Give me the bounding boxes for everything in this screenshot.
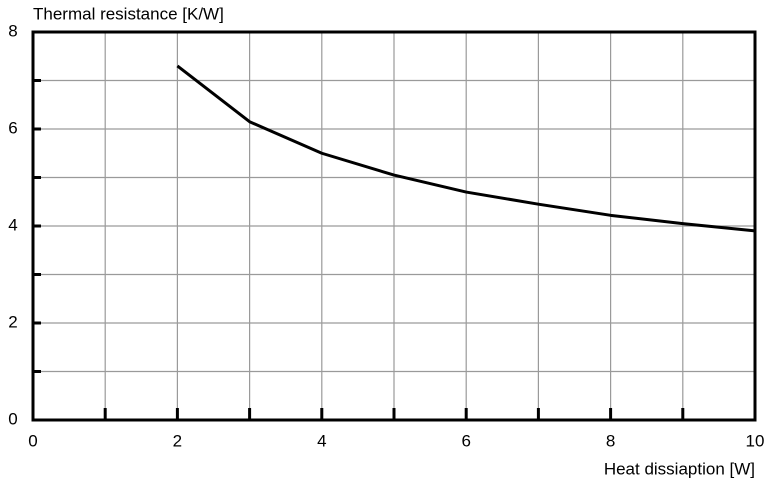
- x-tick-label: 10: [746, 431, 765, 450]
- y-tick-label: 2: [8, 312, 17, 331]
- x-tick-label: 2: [173, 431, 182, 450]
- plot-frame: [31, 30, 757, 422]
- y-tick-label: 0: [8, 409, 17, 428]
- x-tick-label: 4: [317, 431, 326, 450]
- y-tick-label: 4: [8, 215, 17, 234]
- y-tick-label: 6: [8, 118, 17, 137]
- y-axis-label: Thermal resistance [K/W]: [33, 4, 224, 23]
- y-tick-label: 8: [8, 21, 17, 40]
- line-series: [176, 64, 756, 233]
- x-axis-label: Heat dissiaption [W]: [604, 459, 755, 478]
- x-tick-label: 6: [461, 431, 470, 450]
- x-tick-label: 0: [28, 431, 37, 450]
- x-tick-label: 8: [606, 431, 615, 450]
